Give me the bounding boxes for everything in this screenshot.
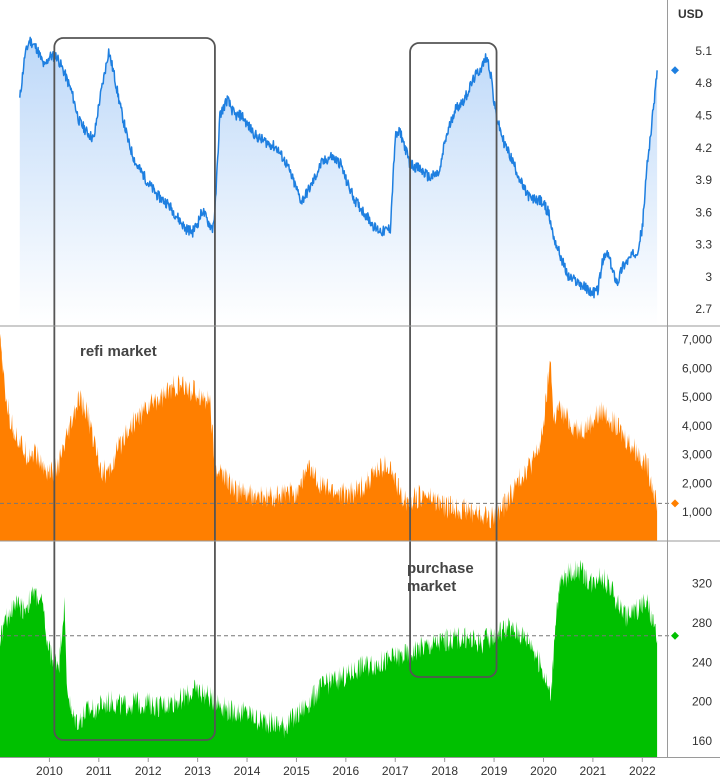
refi-series-area <box>0 333 658 541</box>
y-tick-label: 200 <box>692 695 712 709</box>
refi-annotation: refi market <box>80 343 157 360</box>
x-tick-label: 2012 <box>135 764 162 778</box>
x-tick-label: 2010 <box>36 764 63 778</box>
highlight-box-refi <box>53 37 216 741</box>
y-tick-label: 1,000 <box>682 505 712 519</box>
y-tick-label: 3.6 <box>695 205 712 219</box>
highlight-box-purchase <box>409 42 498 678</box>
purchase-annotation: purchase market <box>407 560 474 595</box>
y-tick-label: 280 <box>692 616 712 630</box>
y-tick-label: 5,000 <box>682 390 712 404</box>
x-tick-label: 2015 <box>283 764 310 778</box>
y-tick-label: 5.1 <box>695 44 712 58</box>
rate-last-value-marker <box>671 66 679 75</box>
x-tick-label: 2016 <box>333 764 360 778</box>
y-tick-label: 3.3 <box>695 238 712 252</box>
y-unit-label: USD <box>678 7 704 21</box>
x-tick-label: 2018 <box>431 764 458 778</box>
x-tick-label: 2021 <box>580 764 607 778</box>
x-tick-label: 2011 <box>86 764 112 778</box>
y-tick-label: 3,000 <box>682 448 712 462</box>
y-tick-label: 4.5 <box>695 108 712 122</box>
purchase-last-value-marker <box>671 631 679 640</box>
x-tick-label: 2017 <box>382 764 409 778</box>
y-tick-label: 4.2 <box>695 141 712 155</box>
y-tick-label: 2,000 <box>682 476 712 490</box>
rate-area-fill <box>19 37 658 327</box>
y-tick-label: 4.8 <box>695 76 712 90</box>
x-tick-label: 2013 <box>184 764 211 778</box>
y-tick-label: 6,000 <box>682 361 712 375</box>
y-tick-label: 2.7 <box>695 302 712 316</box>
y-tick-label: 7,000 <box>682 333 712 347</box>
refi-last-value-marker <box>671 499 679 508</box>
x-tick-label: 2014 <box>234 764 261 778</box>
y-tick-label: 3 <box>705 270 712 284</box>
y-tick-label: 160 <box>692 734 712 748</box>
y-tick-label: 3.9 <box>695 173 712 187</box>
rate-series-line <box>19 36 658 299</box>
y-tick-label: 240 <box>692 655 712 669</box>
x-tick-label: 2022 <box>629 764 656 778</box>
x-tick-label: 2020 <box>530 764 557 778</box>
x-tick-label: 2019 <box>481 764 508 778</box>
purchase-series-area <box>0 559 658 757</box>
y-tick-label: 320 <box>692 576 712 590</box>
y-tick-label: 4,000 <box>682 419 712 433</box>
